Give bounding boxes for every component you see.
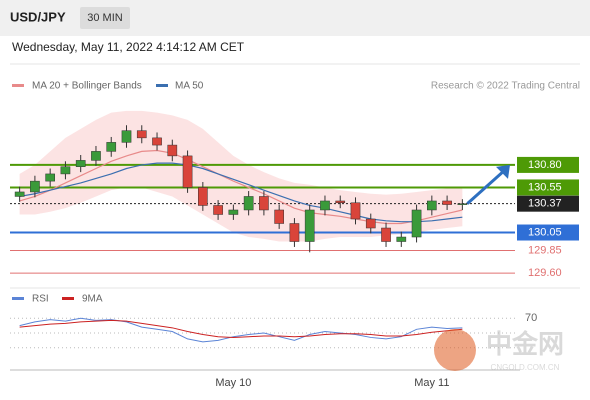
candle-body: [243, 196, 254, 211]
legend-label: RSI: [32, 294, 49, 305]
level-box: [517, 224, 579, 241]
candle-body: [350, 202, 361, 220]
candle-body: [396, 236, 407, 242]
candle-body: [75, 160, 86, 167]
candle-body: [411, 209, 422, 238]
candle-body: [213, 205, 223, 215]
candle-body: [320, 200, 330, 211]
candle-body: [457, 203, 468, 205]
credit: Research © 2022 Trading Central: [431, 81, 580, 92]
watermark-logo: [434, 329, 476, 371]
legend-swatch: [12, 297, 24, 300]
timeframe-badge: [80, 7, 130, 29]
candle-body: [259, 196, 269, 211]
candle-body: [167, 144, 178, 157]
legend-swatch: [156, 84, 168, 87]
legend-swatch: [12, 84, 24, 87]
timeframe: 30 MIN: [87, 12, 123, 24]
candle-body: [304, 209, 315, 242]
candle-body: [152, 137, 162, 146]
candle-body: [121, 130, 132, 143]
candle-body: [182, 155, 193, 188]
legend-label: MA 20 + Bollinger Bands: [32, 81, 142, 92]
level-box: [517, 195, 579, 212]
candle-body: [106, 142, 117, 152]
candle-body: [381, 227, 391, 242]
level-label: 130.80: [528, 159, 562, 171]
candle-body: [274, 209, 284, 224]
ma50-line: [19, 162, 463, 223]
level-label: 129.60: [528, 267, 562, 279]
candle-body: [365, 218, 376, 229]
candle-body: [228, 209, 239, 215]
level-label: 130.37: [528, 198, 562, 210]
candle-body: [442, 200, 452, 205]
legend-swatch: [62, 297, 74, 300]
x-tick-label: May 10: [215, 377, 251, 389]
watermark-brand: 中金网: [486, 329, 564, 359]
candle-body: [289, 223, 300, 242]
forecast-arrow: [466, 169, 505, 205]
level-label: 130.55: [528, 181, 562, 193]
symbol: USD/JPY: [10, 9, 66, 24]
candle-body: [335, 200, 346, 204]
candle-body: [91, 151, 101, 161]
rsi-ma-line: [19, 319, 463, 338]
legend-label: 9MA: [82, 294, 103, 305]
candle-body: [60, 166, 71, 175]
x-tick-label: May 11: [414, 377, 449, 389]
level-box: [517, 179, 579, 196]
timestamp: Wednesday, May 11, 2022 4:14:12 AM CET: [12, 40, 245, 54]
candle-body: [45, 173, 55, 182]
level-label: 129.85: [528, 244, 562, 256]
arrow-head: [496, 164, 510, 179]
watermark-site: CNGOLD.COM.CN: [491, 363, 560, 372]
candle-body: [427, 200, 437, 211]
level-label: 130.05: [528, 226, 562, 238]
candle-body: [14, 191, 25, 197]
rsi-tick-label: 70: [525, 312, 537, 324]
level-box: [517, 156, 579, 173]
watermark: 中金网 CNGOLD.COM.CN: [434, 329, 564, 372]
candle-body: [30, 180, 40, 193]
candle-body: [136, 130, 147, 139]
legend-label: MA 50: [175, 81, 204, 92]
candle-body: [198, 187, 208, 206]
rsi-line: [19, 317, 463, 343]
ma20-line: [19, 149, 463, 225]
